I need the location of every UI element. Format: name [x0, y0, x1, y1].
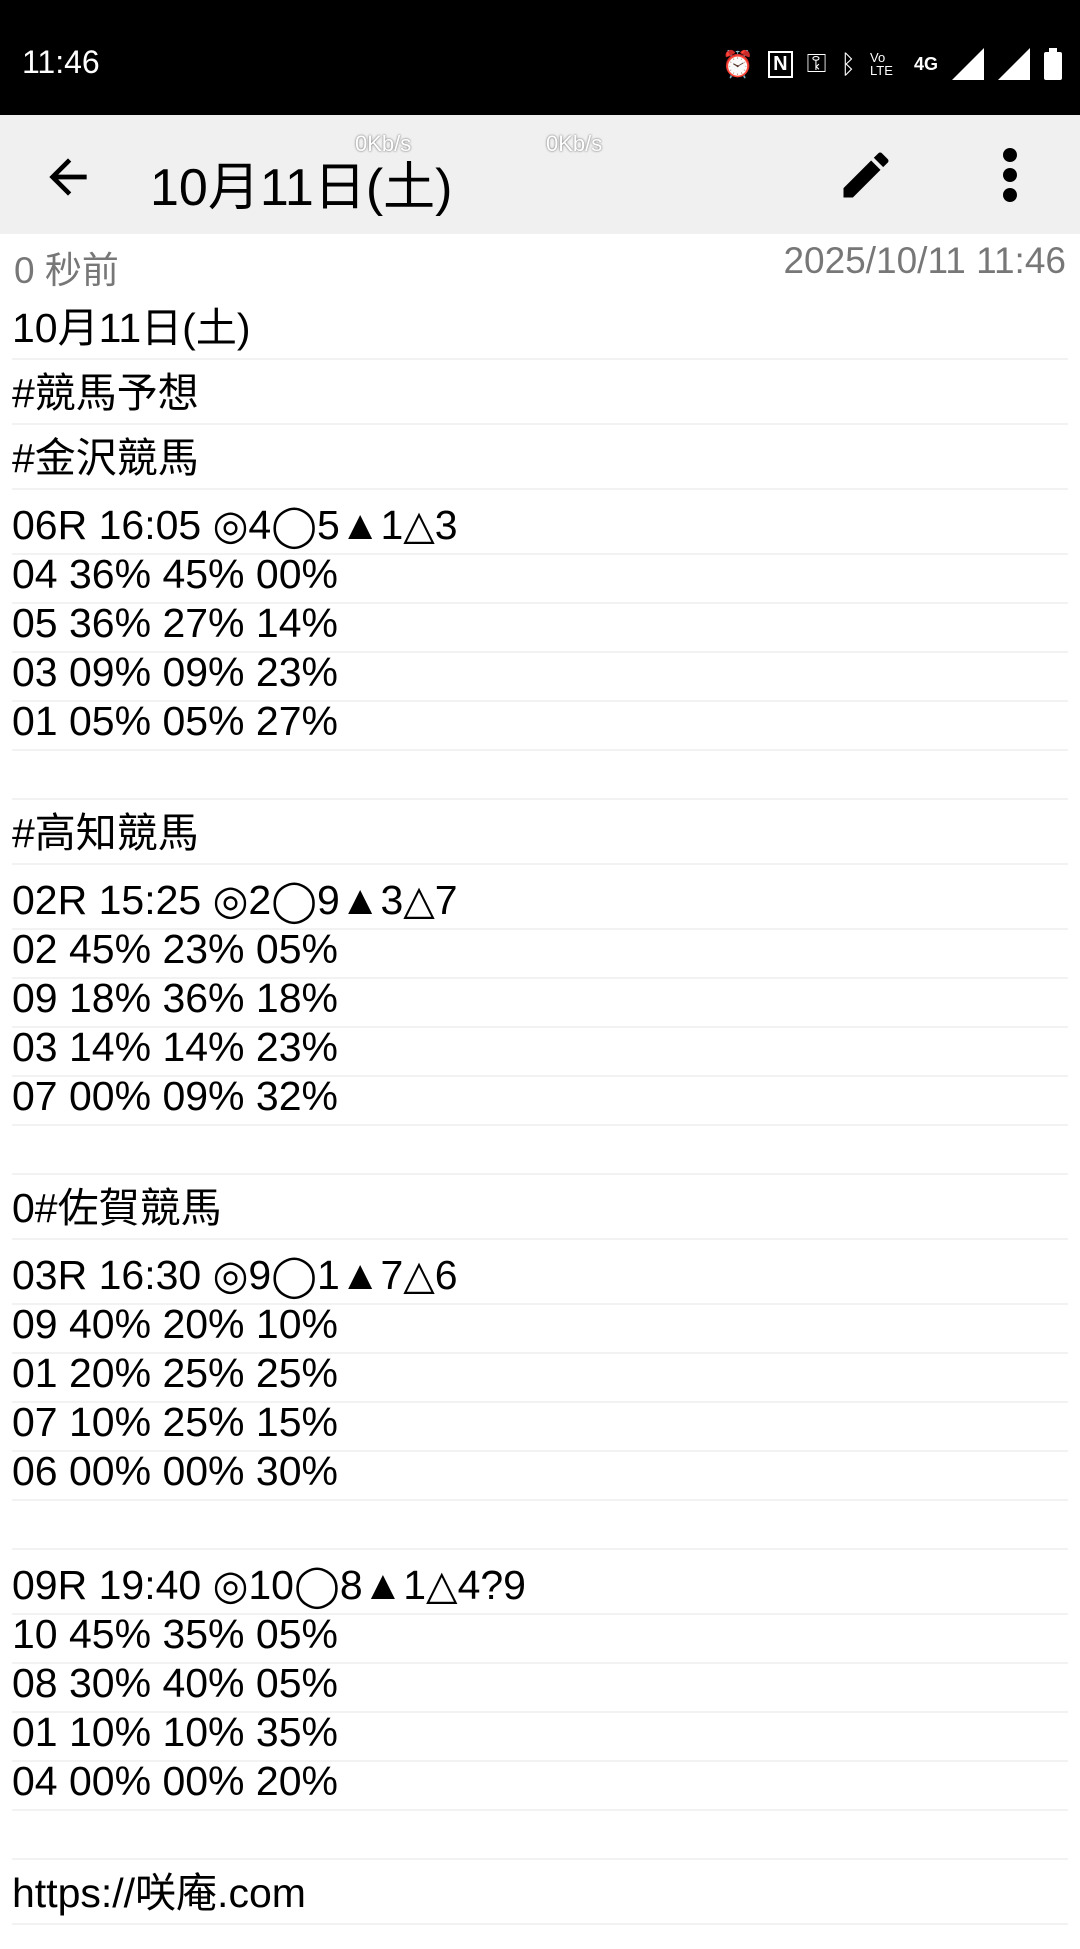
note-line: 07 00% 09% 32%: [12, 1073, 1068, 1126]
note-line: #高知競馬: [12, 800, 1068, 865]
note-line: 02 45% 23% 05%: [12, 926, 1068, 979]
vpn-key-icon: ⚿: [806, 48, 827, 78]
note-line: 04 00% 00% 20%: [12, 1758, 1068, 1811]
app-bar: 10月11日(土) 0Kb/s 0Kb/s: [0, 115, 1080, 234]
bluetooth-icon: ᛒ: [840, 48, 856, 79]
4g-icon: 4G: [913, 53, 938, 74]
note-line: 09 40% 20% 10%: [12, 1301, 1068, 1354]
note-meta: 0 秒前 2025/10/11 11:46: [14, 240, 1066, 294]
note-line: 01 20% 25% 25%: [12, 1350, 1068, 1403]
status-bar: 11:46 ⏰ N ⚿ ᛒ Vo LTE 4G: [0, 0, 1080, 115]
alarm-icon: ⏰: [721, 48, 755, 79]
note-line: 02R 15:25 ◎2◯9▲3△7: [12, 865, 1068, 930]
note-line: 10 45% 35% 05%: [12, 1611, 1068, 1664]
blank-line: [12, 751, 1068, 800]
note-line: 01 05% 05% 27%: [12, 698, 1068, 751]
note-line: 03 14% 14% 23%: [12, 1024, 1068, 1077]
signal-icon: [952, 48, 984, 80]
relative-time: 0 秒前: [14, 250, 119, 291]
volte-icon: Vo LTE: [869, 50, 893, 78]
note-line: 04 36% 45% 00%: [12, 551, 1068, 604]
note-line: 09 18% 36% 18%: [12, 975, 1068, 1028]
note-line: 01 10% 10% 35%: [12, 1709, 1068, 1762]
note-line: 07 10% 25% 15%: [12, 1399, 1068, 1452]
blank-line: [12, 1811, 1068, 1860]
note-line: 08 30% 40% 05%: [12, 1660, 1068, 1713]
note-line: #金沢競馬: [12, 425, 1068, 490]
note-body[interactable]: 10月11日(土) #競馬予想 #金沢競馬 06R 16:05 ◎4◯5▲1△3 04 …: [12, 295, 1068, 1925]
nfc-icon: N: [768, 50, 793, 78]
edit-pencil-icon[interactable]: [836, 145, 896, 205]
net-speed: 0Kb/s: [355, 131, 412, 156]
net-speed: 0Kb/s: [546, 131, 603, 156]
note-line: 03 09% 09% 23%: [12, 649, 1068, 702]
note-line: 09R 19:40 ◎10◯8▲1△4?9: [12, 1550, 1068, 1615]
blank-line: [12, 1126, 1068, 1175]
note-line: 10月11日(土): [12, 295, 1068, 360]
note-line: 06R 16:05 ◎4◯5▲1△3: [12, 490, 1068, 555]
note-line: #競馬予想: [12, 360, 1068, 425]
battery-icon: [1044, 48, 1062, 80]
note-line: 06 00% 00% 30%: [12, 1448, 1068, 1501]
note-line: 03R 16:30 ◎9◯1▲7△6: [12, 1240, 1068, 1305]
note-line: 05 36% 27% 14%: [12, 600, 1068, 653]
page-title: 10月11日(土): [150, 159, 453, 217]
status-icons: ⏰ N ⚿ ᛒ Vo LTE 4G: [722, 48, 1062, 80]
blank-line: [12, 1501, 1068, 1550]
clock: 11:46: [22, 44, 100, 80]
back-arrow-icon[interactable]: [40, 149, 96, 205]
note-line: 0#佐賀競馬: [12, 1175, 1068, 1240]
signal-icon: [998, 48, 1030, 80]
more-options-icon[interactable]: [990, 147, 1030, 203]
note-line: https://咲庵.com: [12, 1860, 1068, 1925]
timestamp: 2025/10/11 11:46: [783, 240, 1066, 281]
